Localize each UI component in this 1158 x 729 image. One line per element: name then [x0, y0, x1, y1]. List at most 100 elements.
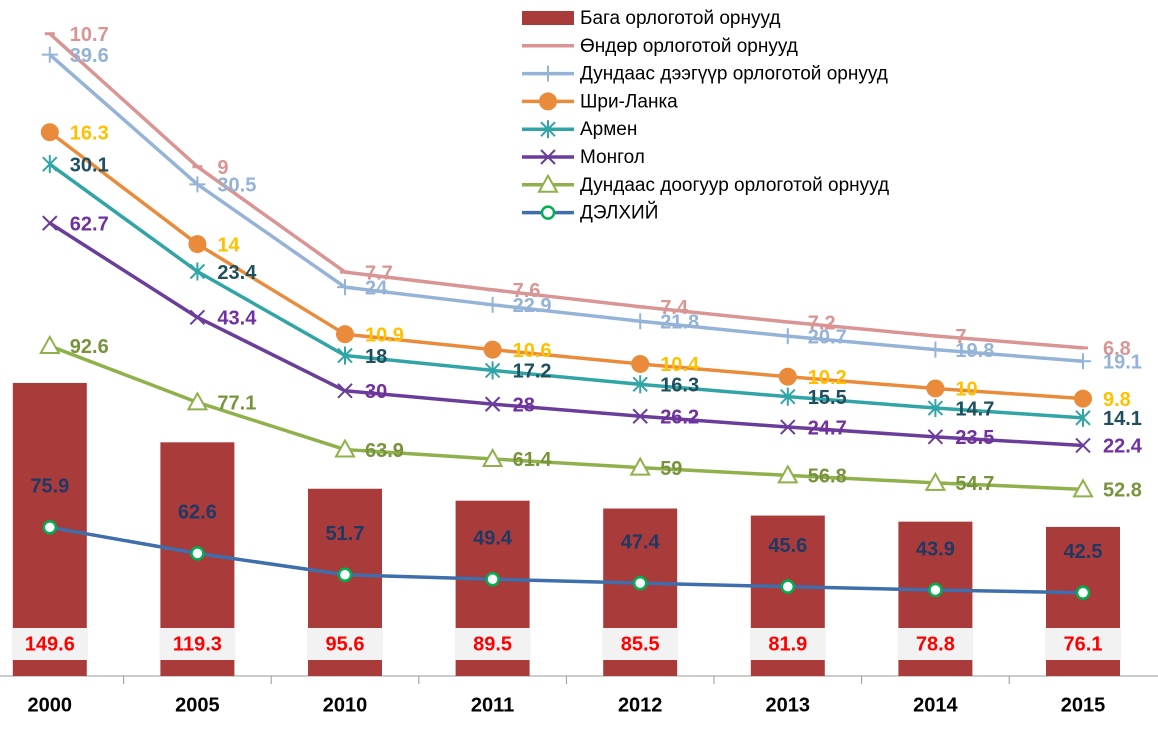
marker-part — [632, 408, 648, 424]
marker-triangle — [39, 334, 61, 354]
marker-part — [42, 215, 58, 231]
marker — [189, 262, 206, 281]
marker-triangle — [924, 471, 947, 491]
marker-ring — [540, 205, 556, 220]
legend-label: Монгол — [580, 147, 645, 168]
data-label: 22.4 — [1103, 436, 1143, 458]
data-label: 24.7 — [808, 417, 847, 439]
bar-label: 149.6 — [25, 633, 75, 655]
marker — [189, 309, 206, 326]
marker — [632, 408, 648, 424]
legend-marker — [540, 149, 556, 165]
data-label: 39.6 — [70, 45, 109, 67]
marker-part — [484, 396, 501, 412]
marker-triangle — [186, 391, 209, 411]
legend-label: Шри-Ланка — [580, 91, 678, 112]
marker-part — [540, 149, 556, 165]
line — [48, 130, 1084, 401]
data-label: 7 — [955, 326, 966, 348]
marker-part — [927, 429, 944, 445]
marker-ring — [780, 579, 796, 594]
legend-label: Армен — [580, 119, 637, 140]
marker — [928, 582, 943, 598]
marker — [41, 46, 58, 63]
marker-circle — [926, 379, 945, 398]
line — [49, 344, 1084, 492]
data-label: 10 — [955, 379, 977, 401]
marker — [1075, 353, 1091, 370]
data-label: 59 — [660, 458, 682, 480]
bar-label: 76.1 — [1064, 633, 1103, 655]
data-label: 15.5 — [808, 387, 847, 409]
bar-label: 95.6 — [326, 633, 365, 655]
marker — [483, 340, 502, 359]
bar-label-box — [1045, 628, 1121, 660]
data-label: 7.7 — [365, 262, 393, 284]
marker-ring — [42, 520, 58, 535]
data-label: 10.6 — [513, 340, 552, 362]
data-label: 26.2 — [660, 407, 699, 429]
data-label: 92.6 — [70, 336, 109, 358]
legend-marker — [539, 92, 557, 111]
data-label: 7.6 — [513, 280, 541, 302]
legend-entry: Өндөр орлоготой орнууд — [522, 36, 798, 57]
marker — [39, 334, 61, 354]
marker — [484, 396, 501, 412]
marker-part — [780, 419, 796, 435]
bar-label-box — [11, 628, 88, 660]
marker — [632, 375, 648, 394]
marker — [1072, 478, 1094, 498]
marker — [632, 575, 648, 591]
data-label: 19.8 — [955, 340, 994, 362]
marker-ring — [190, 546, 205, 561]
data-label: 51.7 — [326, 523, 365, 545]
line — [48, 162, 1084, 420]
marker-circle — [188, 235, 207, 254]
legend-label: Дундаас дээгүүр орлоготой орнууд — [580, 64, 888, 85]
legend-entry: Армен — [522, 119, 637, 140]
marker — [631, 354, 650, 373]
bar-label-box — [602, 628, 679, 660]
legend-entry: Бага орлоготой орнууд — [522, 8, 780, 29]
legend-entry: ДЭЛХИЙ — [522, 202, 658, 224]
data-label: 22.9 — [513, 295, 552, 317]
marker-circle — [539, 92, 557, 111]
marker-circle — [40, 123, 59, 142]
bar-label: 85.5 — [621, 633, 660, 655]
data-label: 24 — [365, 277, 388, 299]
data-label: 16.3 — [70, 123, 109, 145]
marker — [42, 520, 58, 535]
marker — [777, 464, 799, 484]
data-label: 14.1 — [1103, 408, 1142, 430]
data-label: 30 — [365, 381, 387, 403]
line — [48, 32, 1084, 350]
legend-entry: Дундаас дээгүүр орлоготой орнууд — [522, 64, 888, 85]
data-label: 16.3 — [660, 375, 699, 397]
data-label: 14.7 — [955, 398, 994, 420]
marker-triangle — [481, 447, 504, 467]
data-label: 23.5 — [955, 427, 994, 449]
data-label: 7.2 — [808, 312, 836, 334]
bar-label-box — [749, 628, 826, 660]
x-tick-label: 2015 — [1061, 694, 1106, 716]
marker-triangle — [334, 438, 356, 458]
data-label: 14 — [217, 234, 240, 256]
x-tick-label: 2014 — [913, 694, 958, 716]
data-label: 17.2 — [513, 361, 552, 383]
marker-part — [1075, 437, 1091, 454]
legend-entry: Дундаас доогуур орлоготой орнууд — [522, 173, 889, 196]
marker — [1075, 408, 1091, 427]
marker-triangle — [777, 464, 799, 484]
data-label: 18 — [365, 346, 387, 368]
marker — [778, 367, 797, 386]
marker — [190, 546, 205, 561]
data-label: 56.8 — [808, 466, 847, 488]
bar-label-box — [454, 628, 531, 660]
marker — [186, 391, 209, 411]
x-tick-label: 2013 — [766, 694, 811, 716]
marker-ring — [337, 567, 353, 582]
data-label: 21.8 — [660, 312, 699, 334]
x-tick-label: 2012 — [618, 694, 663, 716]
marker-circle — [1074, 389, 1092, 408]
